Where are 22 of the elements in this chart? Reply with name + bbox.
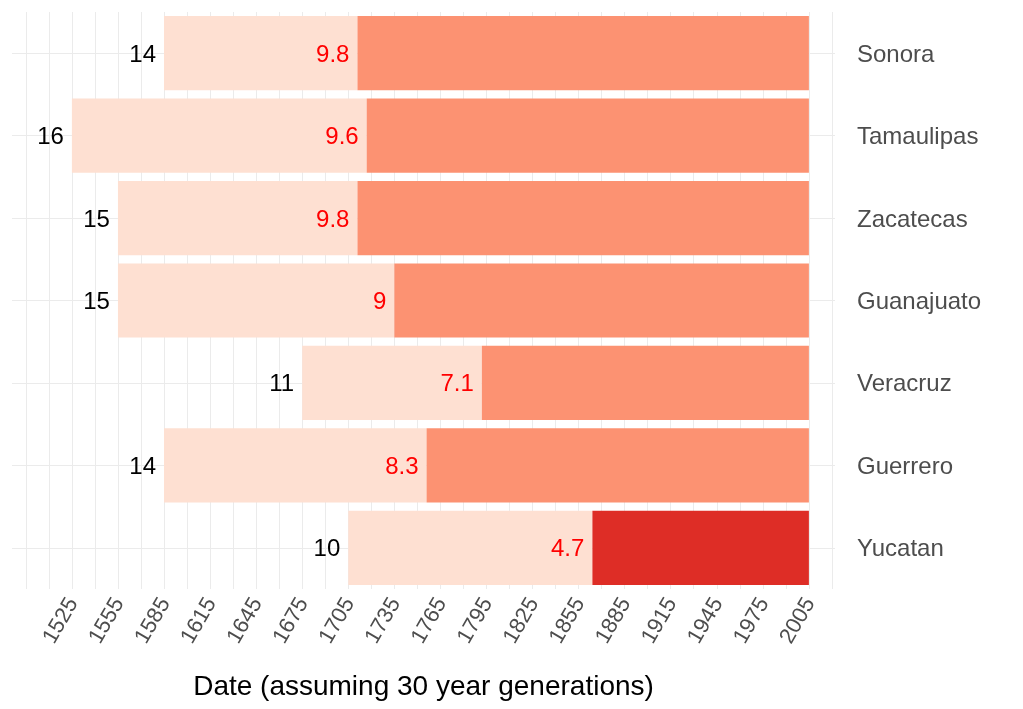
annotation: 9.8 [316,39,350,67]
annotation: 4.7 [551,534,585,562]
annotation: 9.6 [325,122,359,150]
annotation: 10 [313,534,341,562]
annotation: 14 [129,39,157,67]
annotation: 15 [83,204,110,232]
annotation: 9 [372,287,387,314]
y-tick-label: Guerrero [857,451,954,479]
y-tick-label: Veracruz [857,369,952,397]
annotation: 16 [37,122,64,150]
annotation: 15 [83,287,110,314]
y-tick-label: Zacatecas [857,204,968,232]
y-tick-label: Yucatan [857,534,944,562]
x-axis-title: Date (assuming 30 year generations) [193,669,654,701]
y-tick-label: Sonora [857,39,936,67]
annotation: 9.8 [316,204,350,232]
y-tick-label: Tamaulipas [857,122,979,150]
annotation: 7.1 [440,369,474,397]
y-tick-label: Guanajuato [857,287,982,314]
annotation: 14 [129,451,157,479]
annotation: 8.3 [385,451,419,479]
annotation: 11 [269,369,295,397]
